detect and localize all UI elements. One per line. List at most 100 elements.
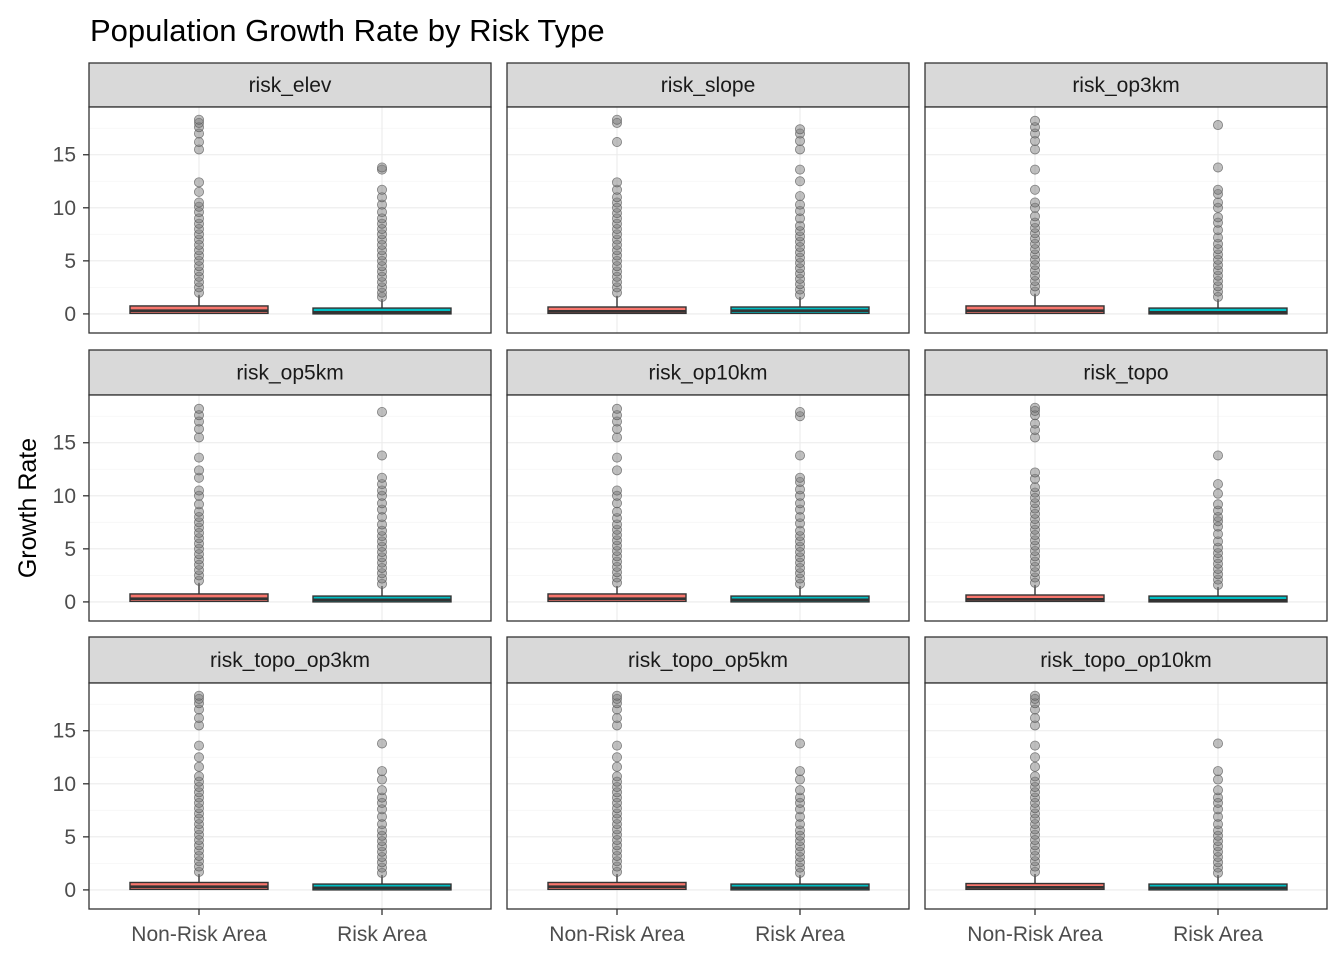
outlier-point — [193, 761, 204, 772]
facet-panel-risk_op3km: risk_op3km — [924, 62, 1328, 334]
outlier-point — [376, 774, 387, 785]
panel-background — [507, 395, 909, 621]
outlier-point — [1213, 738, 1224, 749]
y-tick-label: 15 — [53, 432, 76, 455]
outlier-point — [612, 713, 623, 724]
outlier-point — [376, 406, 387, 417]
outlier-point — [1213, 488, 1224, 499]
panel-border — [88, 682, 492, 910]
outlier-point — [1030, 197, 1041, 208]
outlier-point — [1030, 184, 1041, 195]
box-non-risk-area — [129, 114, 269, 315]
y-tick-label: 15 — [53, 720, 76, 743]
panel-background — [925, 107, 1327, 333]
y-tick-label: 10 — [53, 485, 76, 508]
facet-strip — [88, 636, 492, 684]
box-risk-area — [1148, 450, 1288, 603]
facet-strip — [924, 349, 1328, 396]
facet-panels: risk_elev 0 5 10 15 risk_slope risk_op3km risk_… — [53, 62, 1328, 946]
outlier-point — [1213, 785, 1224, 796]
outlier-point — [376, 785, 387, 796]
box-risk-area — [730, 124, 870, 315]
outlier-point — [376, 766, 387, 777]
outlier-point — [1030, 418, 1041, 429]
y-tick-label: 10 — [53, 773, 76, 796]
outlier-point — [1213, 212, 1224, 223]
outlier-point — [376, 162, 387, 173]
outlier-point — [376, 738, 387, 749]
panel-background — [507, 683, 909, 909]
outlier-point — [795, 766, 806, 777]
panel-border — [924, 106, 1328, 334]
box-non-risk-area — [965, 402, 1105, 603]
facet-strip-label: risk_op3km — [1072, 74, 1179, 97]
outlier-point — [612, 752, 623, 763]
box-non-risk-area — [965, 690, 1105, 891]
facet-strip — [506, 62, 910, 108]
outlier-point — [612, 452, 623, 463]
outlier-point — [1030, 740, 1041, 751]
box-body — [1148, 307, 1288, 315]
outlier-point — [795, 199, 806, 210]
outlier-point — [795, 472, 806, 483]
outlier-point — [795, 144, 806, 155]
y-tick-label: 15 — [53, 144, 76, 167]
outlier-point — [193, 499, 204, 510]
outlier-point — [1213, 450, 1224, 461]
outlier-point — [612, 761, 623, 772]
outlier-point — [612, 403, 623, 414]
outlier-point — [1213, 197, 1224, 208]
outlier-point — [193, 186, 204, 197]
x-tick-label: Non-Risk Area — [549, 923, 685, 946]
outlier-point — [376, 184, 387, 195]
panel-border — [924, 394, 1328, 622]
outlier-point — [193, 713, 204, 724]
box-non-risk-area — [547, 114, 687, 315]
y-axis-title: Growth Rate — [14, 438, 42, 578]
facet-strip-label: risk_op5km — [236, 362, 343, 385]
facet-panel-risk_op5km: risk_op5km 0 5 10 15 — [53, 349, 492, 622]
panel-border — [924, 682, 1328, 910]
facet-strip-label: risk_topo_op10km — [1040, 649, 1212, 672]
box-non-risk-area — [547, 403, 687, 603]
chart-title: Population Growth Rate by Risk Type — [90, 13, 605, 48]
box-body — [312, 307, 452, 315]
facet-strip-label: risk_elev — [249, 74, 332, 97]
outlier-point — [193, 752, 204, 763]
facet-panel-risk_slope: risk_slope — [506, 62, 910, 334]
box-non-risk-area — [547, 690, 687, 891]
outlier-point — [795, 124, 806, 135]
outlier-point — [193, 197, 204, 208]
panel-background — [507, 107, 909, 333]
panel-border — [88, 106, 492, 334]
outlier-point — [1030, 211, 1041, 222]
outlier-point — [612, 771, 623, 782]
panel-background — [925, 395, 1327, 621]
outlier-point — [1030, 752, 1041, 763]
outlier-point — [1213, 120, 1224, 131]
outlier-point — [1030, 771, 1041, 782]
panel-background — [89, 683, 491, 909]
facet-panel-risk_topo: risk_topo — [924, 349, 1328, 622]
panel-border — [506, 106, 910, 334]
facet-strip — [506, 349, 910, 396]
y-tick-label: 0 — [64, 591, 76, 614]
facet-strip-label: risk_topo — [1083, 362, 1168, 385]
box-risk-area — [312, 738, 452, 891]
facet-strip — [506, 636, 910, 684]
facet-strip — [88, 62, 492, 108]
outlier-point — [193, 740, 204, 751]
outlier-point — [1213, 774, 1224, 785]
outlier-point — [612, 485, 623, 496]
outlier-point — [1030, 482, 1041, 493]
outlier-point — [612, 740, 623, 751]
outlier-point — [1030, 761, 1041, 772]
box-body — [1148, 595, 1288, 603]
outlier-point — [1213, 766, 1224, 777]
panel-background — [89, 107, 491, 333]
outlier-point — [1213, 162, 1224, 173]
outlier-point — [1213, 499, 1224, 510]
outlier-point — [795, 774, 806, 785]
outlier-point — [612, 506, 623, 517]
